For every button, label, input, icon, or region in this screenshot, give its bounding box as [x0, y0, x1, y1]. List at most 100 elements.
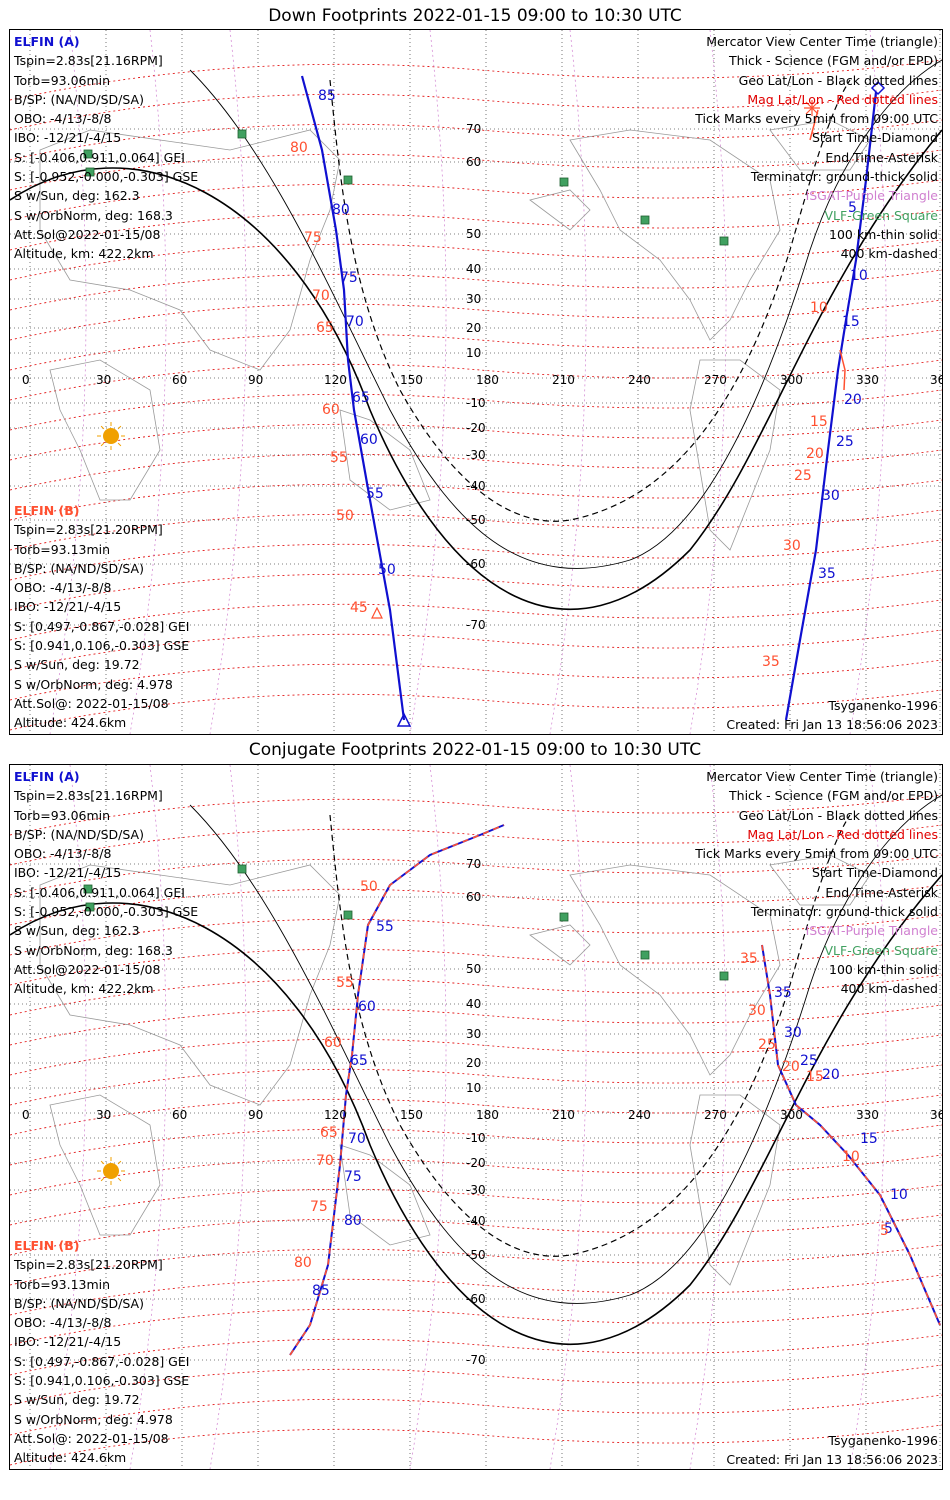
- elfin-a-tick-label: 15: [860, 1131, 878, 1147]
- legend-line: End Time-Asterisk: [825, 884, 938, 900]
- lon-tick-label: 150: [400, 373, 423, 387]
- elfin-b-info-line: Att.Sol@: 2022-01-15/08: [14, 1430, 169, 1446]
- elfin-a-tick-label: 60: [358, 999, 376, 1015]
- legend-line: VLF-Green Square: [824, 207, 938, 223]
- lat-tick-label: 30: [466, 1027, 481, 1041]
- footprint-tracks: 85 80 75 70 65 60 55 50 80 75 70 65 60 55 50 45 5 10 15 20 2…: [290, 75, 886, 727]
- elfin-b-tick-label: 50: [336, 508, 354, 524]
- elfin-b-info-line: OBO: -4/13/-8/8: [14, 580, 112, 596]
- elfin-b-info-line: B/SP: (NA/ND/SD/SA): [14, 560, 144, 576]
- elfin-a-info-line: Att.Sol@2022-01-15/08: [14, 961, 161, 977]
- elfin-a-tick-label: 60: [360, 432, 378, 448]
- vlf-station-icon: [343, 175, 353, 185]
- elfin-b-tick-label: 30: [783, 538, 801, 554]
- elfin-b-info-line: S: [0.497,-0.867,-0.028] GEI: [14, 618, 190, 634]
- lat-tick-label: -60: [466, 557, 486, 571]
- lat-tick-label: 70: [466, 122, 481, 136]
- elfin-a-tick-label: 55: [376, 919, 394, 935]
- legend-line: 400 km-dashed: [840, 981, 938, 997]
- orbit-curves: [10, 59, 942, 611]
- elfin-a-info-line: Torb=93.06min: [14, 807, 111, 823]
- elfin-a-info-line: S w/OrbNorm, deg: 168.3: [14, 942, 173, 958]
- mag-grid: [10, 765, 942, 1469]
- panel-title: Down Footprints 2022-01-15 09:00 to 10:3…: [268, 6, 682, 26]
- mag-meridian: [129, 765, 167, 1469]
- elfin-b-tick-label: 60: [324, 1035, 342, 1051]
- continent-outline: [339, 409, 431, 511]
- elfin-a-track-2: [784, 91, 878, 721]
- lon-tick-label: 120: [324, 373, 347, 387]
- lat-tick-label: -20: [466, 1156, 486, 1170]
- vlf-station-icon: [237, 864, 247, 874]
- lat-tick-label: 40: [466, 262, 481, 276]
- vlf-station-icon: [719, 971, 729, 981]
- mag-parallel: [10, 179, 942, 221]
- elfin-b-tick-label: 80: [294, 1255, 312, 1271]
- start-diamond-icon: [870, 80, 886, 96]
- conjugate-footprints-map: 55 60 65 70 75 80 85 50 55 60 65 70 75 80 35 30 25 20 15 10…: [9, 764, 943, 1470]
- elfin-b-track: [809, 109, 819, 141]
- lat-tick-label: 10: [466, 1081, 481, 1095]
- elfin-b-info-line: Altitude: 424.6km: [14, 715, 127, 731]
- elfin-a-info-line: S w/Sun, deg: 162.3: [14, 923, 140, 939]
- elfin-a-info: ELFIN (A) Tspin=2.83s[21.16RPM] Torb=93.06…: [14, 767, 198, 999]
- mag-parallel: [10, 1334, 942, 1376]
- elfin-a-info-line: Altitude, km: 422.2km: [14, 981, 154, 997]
- elfin-a-tick-label: 50: [378, 562, 396, 578]
- lon-tick-label: 0: [22, 373, 30, 387]
- elfin-a-tick-label: 75: [340, 270, 358, 286]
- continent-outline: [39, 129, 341, 371]
- lat-tick-label: 20: [466, 321, 481, 335]
- vlf-station-icon: [83, 149, 93, 159]
- legend-line: VLF-Green Square: [824, 942, 938, 958]
- vlf-station-icon: [719, 236, 729, 246]
- elfin-b-tick-label: 20: [782, 1059, 800, 1075]
- mag-parallel: [10, 1364, 942, 1406]
- elfin-a-track-2: [761, 944, 941, 1326]
- mag-parallel: [10, 59, 942, 101]
- mag-parallel: [10, 944, 942, 986]
- mag-parallel: [10, 1244, 942, 1286]
- lat-tick-label: 10: [466, 346, 481, 360]
- lon-tick-label: 90: [248, 373, 263, 387]
- elfin-b-info-line: S: [0.941,0.106,-0.303] GSE: [14, 1373, 190, 1389]
- mag-meridian: [129, 30, 167, 734]
- elfin-a-info-line: S: [-0.406,0.911,0.064] GEI: [14, 149, 185, 165]
- lat-tick-label: -40: [466, 479, 486, 493]
- elfin-b-info: ELFIN (B) Tspin=2.83s[21.20RPM] Torb=93.13…: [14, 501, 189, 733]
- sun-ray: [117, 1177, 122, 1182]
- lon-tick-label: 240: [628, 1108, 651, 1122]
- mag-meridian: [689, 765, 727, 1469]
- mag-meridian: [849, 765, 887, 1469]
- lon-tick-label: 210: [552, 373, 575, 387]
- lon-tick-label: 240: [628, 373, 651, 387]
- lon-tick-label: 60: [172, 1108, 187, 1122]
- continent-outline: [529, 189, 591, 231]
- lat-tick-label: 40: [466, 997, 481, 1011]
- mag-parallel: [10, 914, 942, 956]
- mag-parallel: [10, 329, 942, 371]
- vlf-station-icon: [640, 215, 650, 225]
- elfin-b-info-line: Att.Sol@: 2022-01-15/08: [14, 695, 169, 711]
- elfin-b-info-line: IBO: -12/21/-4/15: [14, 599, 122, 615]
- elfin-a-tick-label: 70: [346, 314, 364, 330]
- vlf-station-icon: [85, 902, 95, 912]
- down-footprints-map: 85 80 75 70 65 60 55 50 80 75 70 65 60 55 50 45 5 10 15 20 2…: [9, 29, 943, 735]
- elfin-b-track-2: [761, 944, 941, 1326]
- legend-line: Thick - Science (FGM and/or EPD): [729, 788, 938, 804]
- elfin-a-tick-label: 10: [890, 1187, 908, 1203]
- continent-outline: [689, 1094, 781, 1286]
- continent-outline: [769, 119, 871, 171]
- elfin-a-info: ELFIN (A) Tspin=2.83s[21.16RPM] Torb=93.06…: [14, 32, 198, 264]
- lat-tick-label: -10: [466, 1131, 486, 1145]
- geo-grid: [10, 30, 942, 734]
- continent-outline: [39, 864, 341, 1106]
- vlf-station-icon: [237, 129, 247, 139]
- sun-ray: [117, 442, 122, 447]
- elfin-b-track-segment: [839, 349, 846, 391]
- mag-parallel: [10, 689, 942, 731]
- lon-tick-label: 270: [704, 1108, 727, 1122]
- lon-tick-label: 150: [400, 1108, 423, 1122]
- elfin-a-info-line: OBO: -4/13/-8/8: [14, 111, 112, 127]
- legend-line: Terminator: ground-thick solid: [750, 169, 938, 185]
